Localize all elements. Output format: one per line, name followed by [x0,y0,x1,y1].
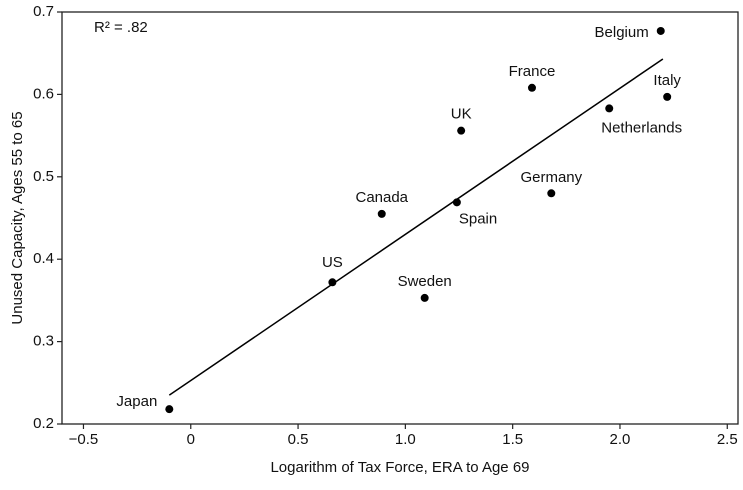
point-label: Italy [653,72,681,89]
data-point [547,189,556,198]
data-point [377,209,386,218]
x-tick-label: 0 [187,431,195,448]
data-point [605,104,614,113]
data-point [457,126,466,135]
x-tick-label: 0.5 [288,431,309,448]
y-tick-label: 0.5 [33,168,54,185]
x-tick-label: 2.5 [717,431,738,448]
point-label: Spain [459,210,497,227]
data-point [527,83,536,92]
r-squared-annotation: R² = .82 [94,19,148,36]
point-label: France [509,63,556,80]
point-label: UK [451,106,472,123]
y-axis-label: Unused Capacity, Ages 55 to 65 [9,111,26,324]
y-tick-label: 0.4 [33,250,54,267]
y-tick-label: 0.3 [33,333,54,350]
plot-frame [61,11,739,425]
y-tick-label: 0.6 [33,85,54,102]
x-axis-label: Logarithm of Tax Force, ERA to Age 69 [270,459,529,476]
x-tick-label: −0.5 [69,431,99,448]
x-tick-label: 2.0 [610,431,631,448]
point-label: Japan [116,393,157,410]
x-tick-label: 1.0 [395,431,416,448]
data-point [452,198,461,207]
point-label: Netherlands [601,119,682,136]
point-label: Canada [355,189,408,206]
trend-line [168,58,664,396]
data-point [165,405,174,414]
y-tick-label: 0.2 [33,415,54,432]
data-point [420,293,429,302]
x-tick-label: 1.5 [502,431,523,448]
point-label: Germany [520,169,582,186]
y-tick-label: 0.7 [33,3,54,20]
point-label: Sweden [398,273,452,290]
data-point [656,26,665,35]
point-label: Belgium [595,24,649,41]
data-point [328,278,337,287]
data-point [663,92,672,101]
point-label: US [322,254,343,271]
